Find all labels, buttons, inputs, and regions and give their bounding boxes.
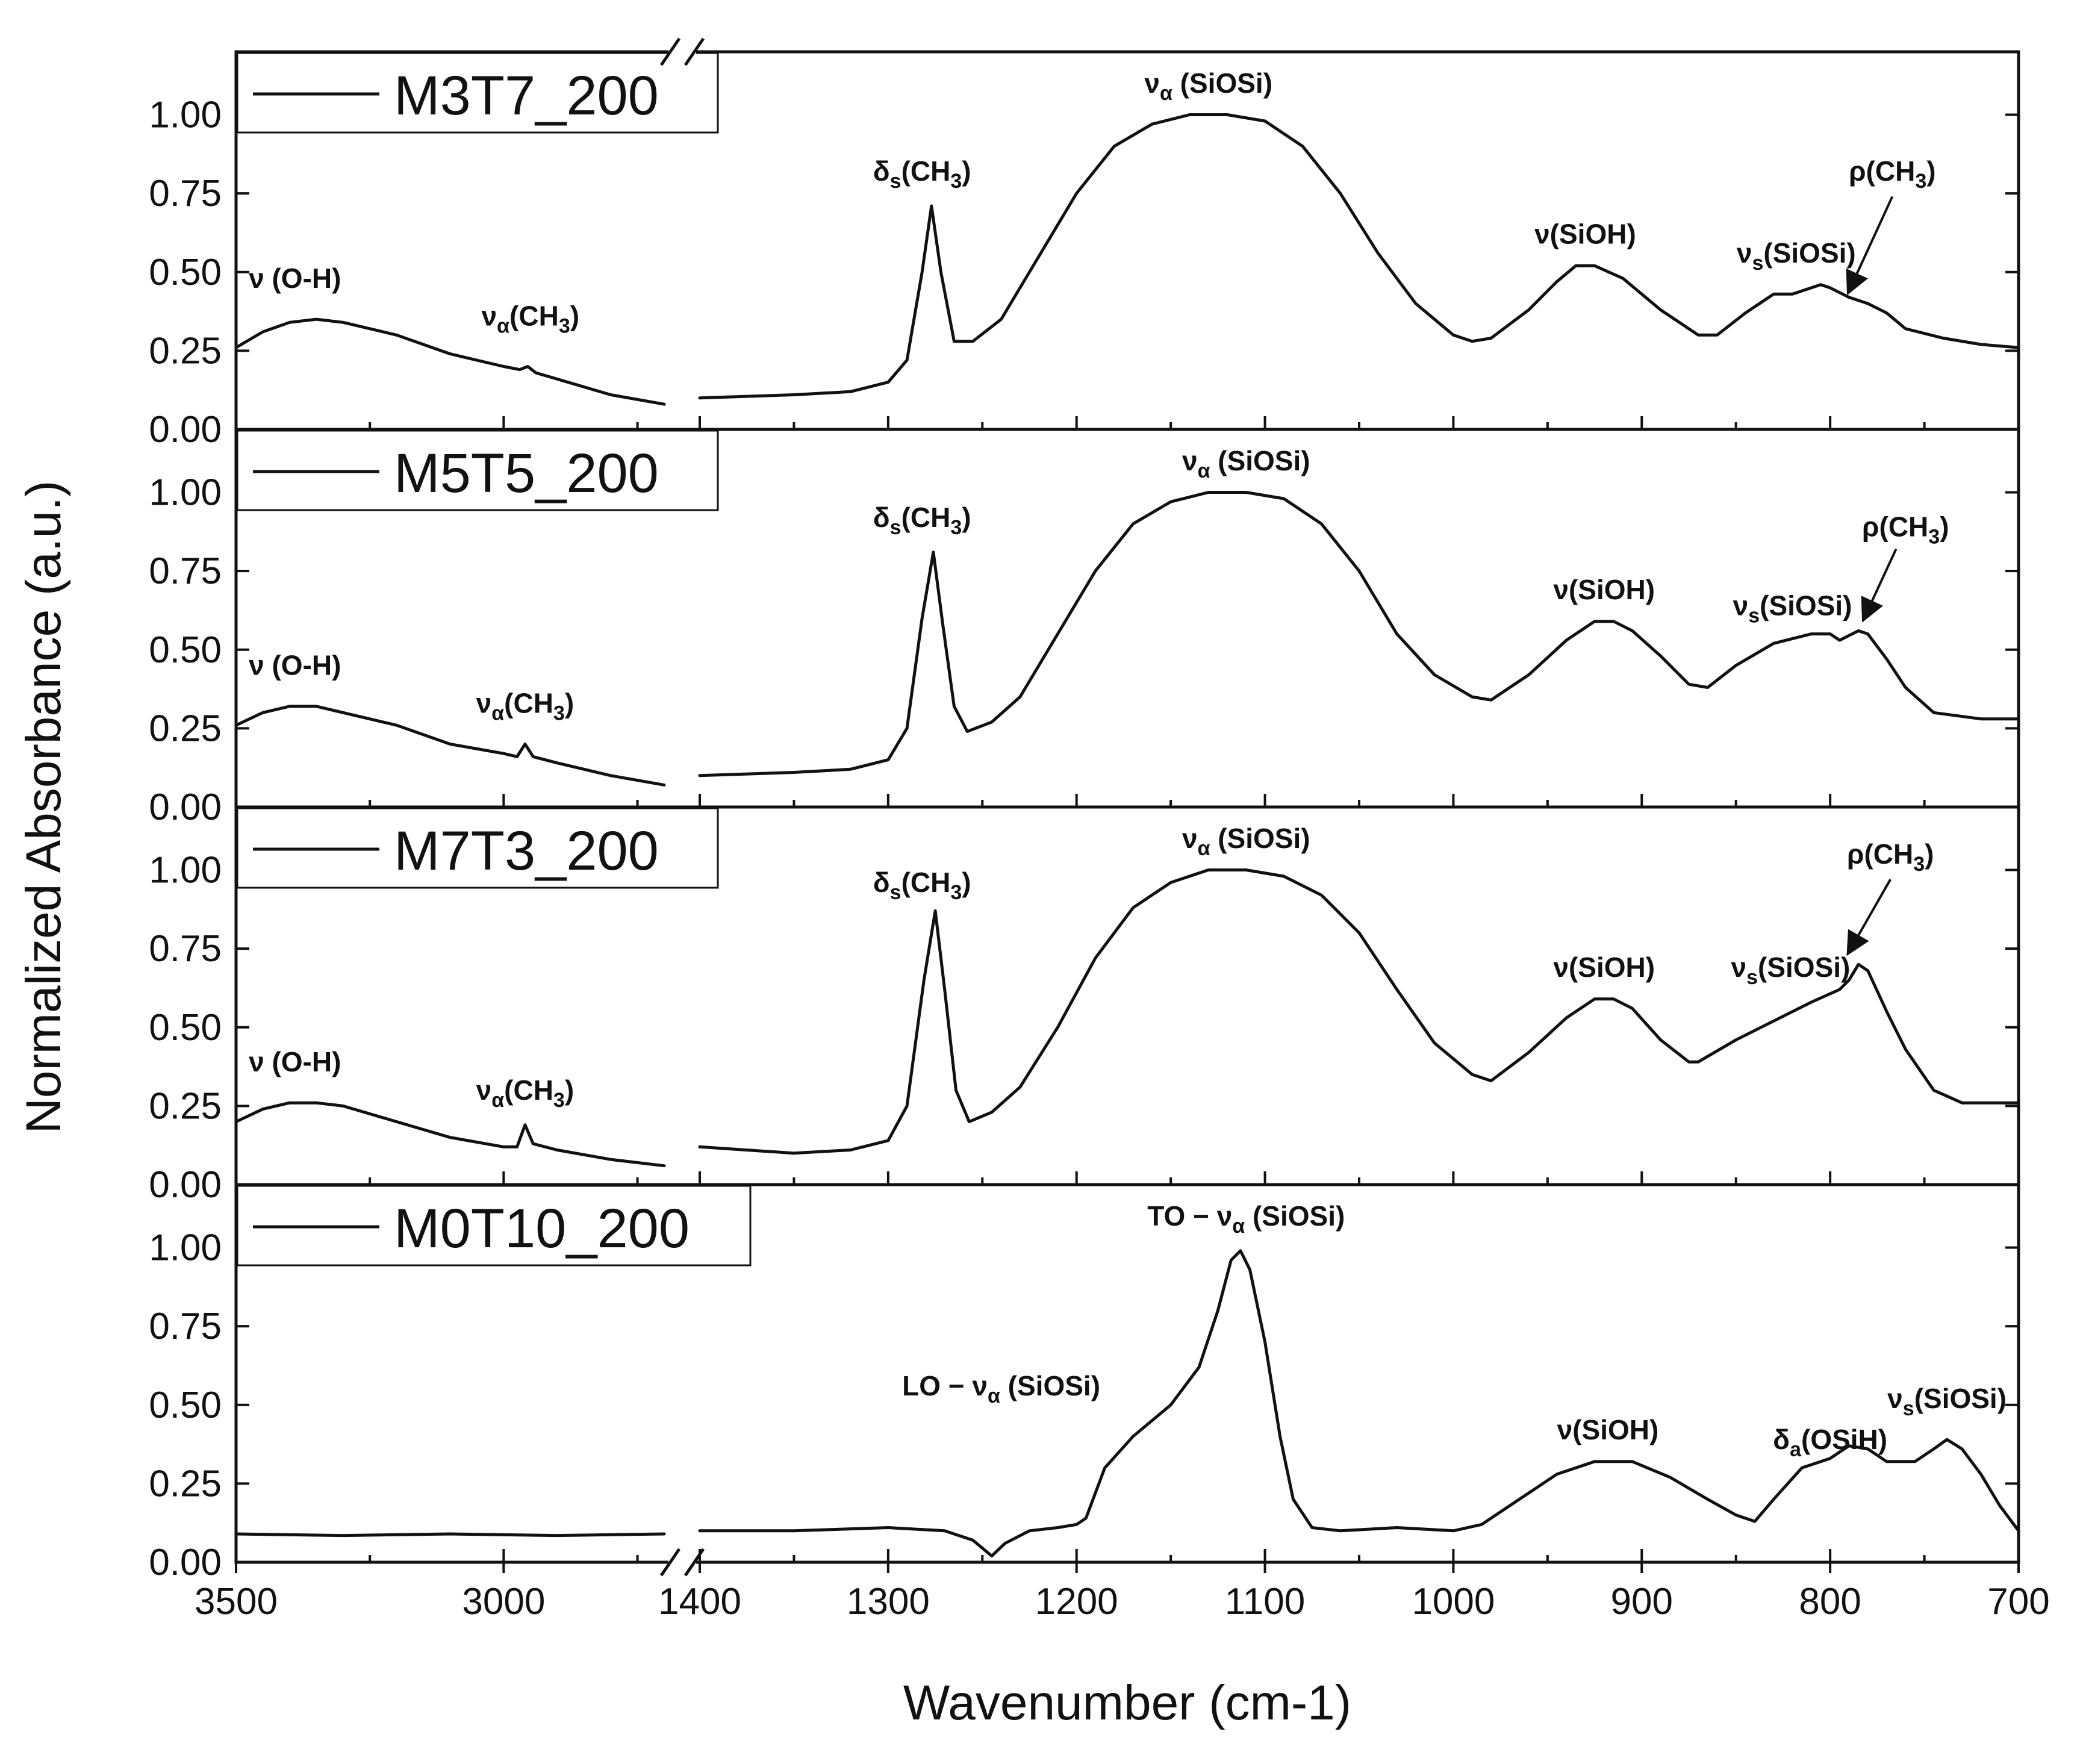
y-tick-label: 0.50 [149,629,222,671]
annotation-arrow [1846,879,1892,956]
y-tick-label: 0.75 [149,173,222,214]
x-tick-label: 900 [1611,1581,1673,1622]
axis-break-mark [683,1548,705,1577]
peak-annotation: ρ(CH3) [1862,511,1949,549]
peak-annotation: ν (O-H) [249,1046,341,1077]
y-tick-label: 0.50 [149,252,222,293]
legend-label: M7T3_200 [394,820,659,882]
x-tick-label: 1000 [1412,1581,1495,1622]
peak-annotation: δa(OSiH) [1773,1424,1887,1461]
x-tick-label: 1200 [1035,1581,1118,1622]
legend-label: M3T7_200 [394,65,659,126]
y-tick-label: 0.00 [149,409,222,450]
peak-annotation: δs(CH3) [873,502,971,539]
spectrum-line-m5t5_200-high [234,705,666,787]
peak-annotation: LO − να (SiOSi) [902,1370,1100,1407]
annotation-arrow [1846,196,1894,296]
x-tick-label: 800 [1799,1581,1861,1622]
spectrum-line-m5t5_200-low [698,491,2020,778]
legend-label: M5T5_200 [394,443,659,504]
y-tick-label: 0.50 [149,1007,222,1049]
y-tick-label: 0.25 [149,330,222,372]
axis-break-gap [668,46,696,58]
peak-annotation: ρ(CH3) [1847,838,1934,876]
y-tick-label: 0.50 [149,1385,222,1426]
spectrum-line-m0t10_200-low [698,1249,2020,1558]
peak-annotation: ν(SiOH) [1534,219,1636,250]
spectrum-line-m7t3_200-low [698,868,2020,1155]
x-tick-label: 3000 [462,1581,545,1622]
axis-break-mark [683,37,705,66]
y-tick-label: 0.75 [149,1306,222,1347]
y-tick-label: 0.75 [149,550,222,592]
annotation-arrow [1861,548,1898,623]
y-tick-label: 1.00 [149,1227,222,1269]
y-tick-label: 0.75 [149,928,222,970]
y-tick-label: 1.00 [149,95,222,136]
peak-annotation: ν(SiOH) [1557,1414,1659,1445]
peak-annotation: ν(SiOH) [1553,952,1655,983]
peak-annotation: TO − να (SiOSi) [1147,1200,1345,1238]
legend-label: M0T10_200 [394,1198,690,1259]
peak-annotation: ρ(CH3) [1849,155,1935,193]
axis-break-gap [668,1556,696,1568]
peak-annotation: να (SiOSi) [1144,67,1272,105]
x-tick-label: 1300 [847,1581,930,1622]
x-tick-label: 700 [1987,1581,2049,1622]
peak-annotation: να(CH3) [476,687,574,725]
x-axis-title: Wavenumber (cm-1) [903,1675,1351,1730]
y-tick-label: 0.25 [149,1463,222,1504]
spectrum-line-m3t7_200-low [698,113,2020,400]
x-tick-label: 3500 [195,1581,278,1622]
axis-break-mark [659,1548,681,1577]
spectrum-line-m3t7_200-high [234,317,666,406]
peak-annotation: να (SiOSi) [1182,823,1310,860]
peak-annotation: ν (O-H) [249,263,341,294]
y-tick-label: 1.00 [149,850,222,891]
y-axis-title: Normalized Absorbance (a.u.) [16,481,71,1134]
peak-annotation: να (SiOSi) [1182,445,1310,482]
peak-annotation: νs(SiOSi) [1887,1383,2007,1420]
peak-annotation: ν (O-H) [249,650,341,681]
peak-annotation: νs(SiOSi) [1737,237,1856,275]
peak-annotation: ν(SiOH) [1553,574,1655,605]
peak-annotation: να(CH3) [476,1074,574,1112]
y-tick-label: 0.00 [149,1542,222,1583]
y-tick-label: 0.25 [149,708,222,749]
peak-annotation: να(CH3) [482,301,580,338]
x-tick-label: 1100 [1225,1581,1305,1622]
y-tick-label: 0.00 [149,1164,222,1206]
peak-annotation: δs(CH3) [873,155,971,193]
y-tick-label: 1.00 [149,472,222,514]
peak-annotation: δs(CH3) [873,867,971,904]
axis-break-mark [659,37,681,66]
spectrum-line-m0t10_200-high [234,1532,666,1538]
y-tick-label: 0.00 [149,787,222,828]
x-tick-label: 1400 [658,1581,741,1622]
peak-annotation: νs(SiOSi) [1733,590,1852,627]
y-tick-label: 0.25 [149,1085,222,1127]
plot-frame [234,50,2020,1564]
spectrum-line-m7t3_200-high [234,1101,666,1168]
peak-annotation: νs(SiOSi) [1731,952,1851,989]
